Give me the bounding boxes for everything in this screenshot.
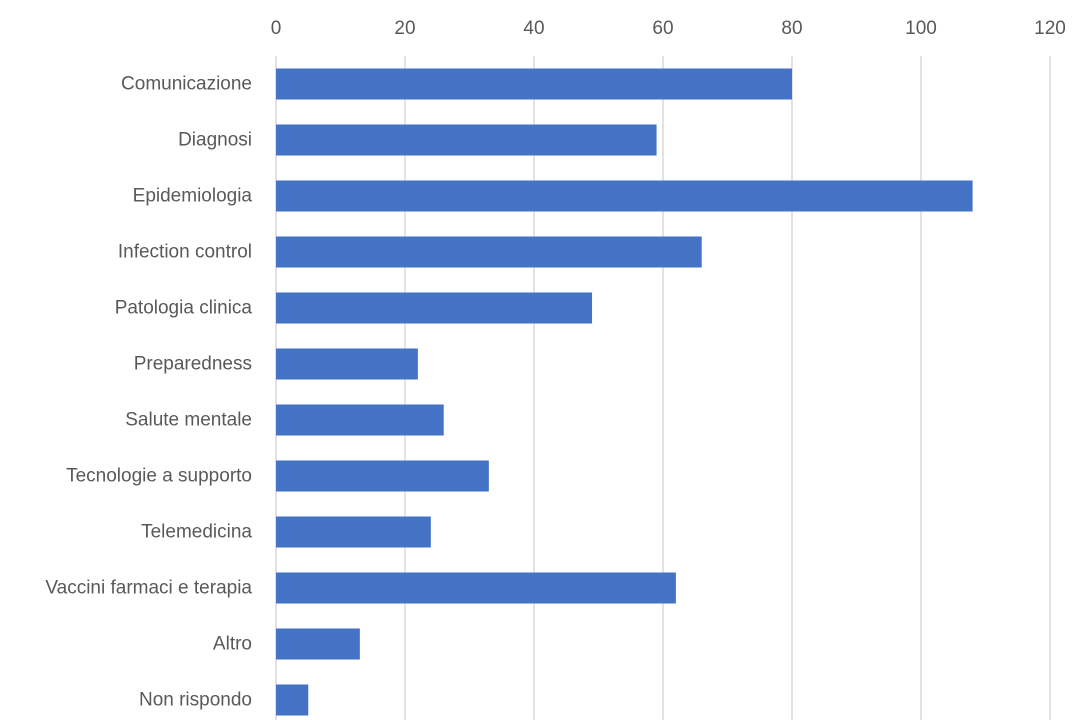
bar [276, 516, 431, 548]
category-label: Non rispondo [139, 690, 252, 711]
x-tick-label: 120 [1034, 18, 1066, 39]
x-tick-label: 60 [652, 18, 673, 39]
gridlines [275, 56, 1051, 720]
bar [276, 628, 360, 660]
x-tick-label: 0 [271, 18, 282, 39]
bar [276, 236, 702, 268]
x-tick-label: 100 [905, 18, 937, 39]
x-tick-label: 80 [781, 18, 802, 39]
bar [276, 684, 309, 716]
x-tick-label: 40 [523, 18, 544, 39]
category-label: Epidemiologia [133, 186, 253, 207]
bar [276, 572, 676, 604]
category-label: Altro [213, 634, 252, 655]
x-tick-label: 20 [394, 18, 415, 39]
category-label: Vaccini farmaci e terapia [45, 578, 252, 599]
category-label: Preparedness [134, 354, 252, 375]
category-label: Comunicazione [121, 74, 252, 95]
bars [276, 68, 973, 716]
bar [276, 68, 792, 100]
category-label: Infection control [118, 242, 252, 263]
bar [276, 348, 418, 380]
category-label: Telemedicina [141, 522, 252, 543]
category-label: Salute mentale [125, 410, 252, 431]
category-labels: Comunicazione Diagnosi Epidemiologia Infect… [45, 74, 252, 711]
bar [276, 460, 489, 492]
bar [276, 180, 973, 212]
bar [276, 124, 657, 156]
x-axis-ticks: 0 20 40 60 80 100 120 [271, 18, 1066, 39]
bar [276, 404, 444, 436]
bar [276, 292, 593, 324]
category-label: Diagnosi [178, 130, 252, 151]
category-label: Tecnologie a supporto [66, 466, 252, 487]
category-label: Patologia clinica [115, 298, 253, 319]
